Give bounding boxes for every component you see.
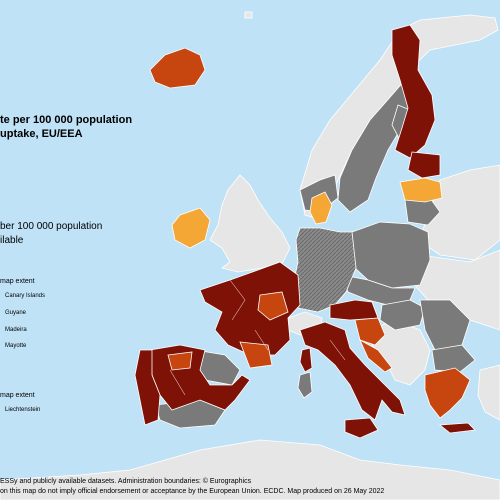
- region-spain-north: [167, 351, 193, 371]
- region-sardinia: [297, 371, 313, 399]
- region-bulgaria: [431, 344, 476, 373]
- legend-not-available: ilable: [0, 235, 24, 246]
- region-italy: [299, 321, 406, 421]
- region-turkey: [477, 364, 500, 421]
- region-germany: [291, 227, 357, 313]
- region-latvia-estonia: [407, 151, 441, 179]
- region-finland: [391, 24, 436, 159]
- inset-madeira: Madeira: [5, 327, 27, 333]
- legend-per100k: ber 100 000 population: [0, 221, 103, 232]
- region-spain-catalonia: [239, 341, 273, 369]
- region-faroe-svalbard: [244, 11, 253, 19]
- region-france-centre: [257, 291, 289, 321]
- region-poland: [351, 221, 431, 289]
- region-sicily: [344, 417, 379, 439]
- inset-canary-islands: Canary Islands: [5, 293, 46, 299]
- region-slovenia-croatia: [354, 317, 386, 346]
- region-uk: [209, 174, 291, 273]
- region-france: [199, 261, 301, 356]
- footer-source: ESSy and publicly available datasets. Ad…: [0, 478, 252, 485]
- inset-mayotte: Mayotte: [5, 343, 27, 349]
- region-sweden: [337, 79, 411, 213]
- region-greece: [424, 367, 471, 419]
- region-ireland: [171, 207, 211, 249]
- title-line-2: uptake, EU/EEA: [0, 128, 83, 140]
- region-portugal: [134, 349, 161, 426]
- region-croatia-coast: [359, 339, 393, 373]
- region-north-africa: [0, 439, 500, 500]
- region-greece-crete: [438, 422, 476, 434]
- region-hungary: [379, 299, 426, 331]
- footer-disclaimer: on this map do not imply official endors…: [0, 488, 385, 495]
- title-line-1: te per 100 000 population: [0, 114, 133, 126]
- region-corsica: [299, 347, 313, 373]
- region-latvia: [399, 177, 443, 203]
- map-title: te per 100 000 population uptake, EU/EEA: [0, 113, 160, 141]
- inset-guyane: Guyane: [5, 310, 27, 316]
- inset-liechtenstein: Liechtenstein: [5, 407, 41, 413]
- region-denmark: [309, 191, 333, 225]
- region-iceland: [149, 47, 206, 89]
- inset-heading-2: map extent: [0, 392, 35, 399]
- inset-heading: map extent: [0, 278, 35, 285]
